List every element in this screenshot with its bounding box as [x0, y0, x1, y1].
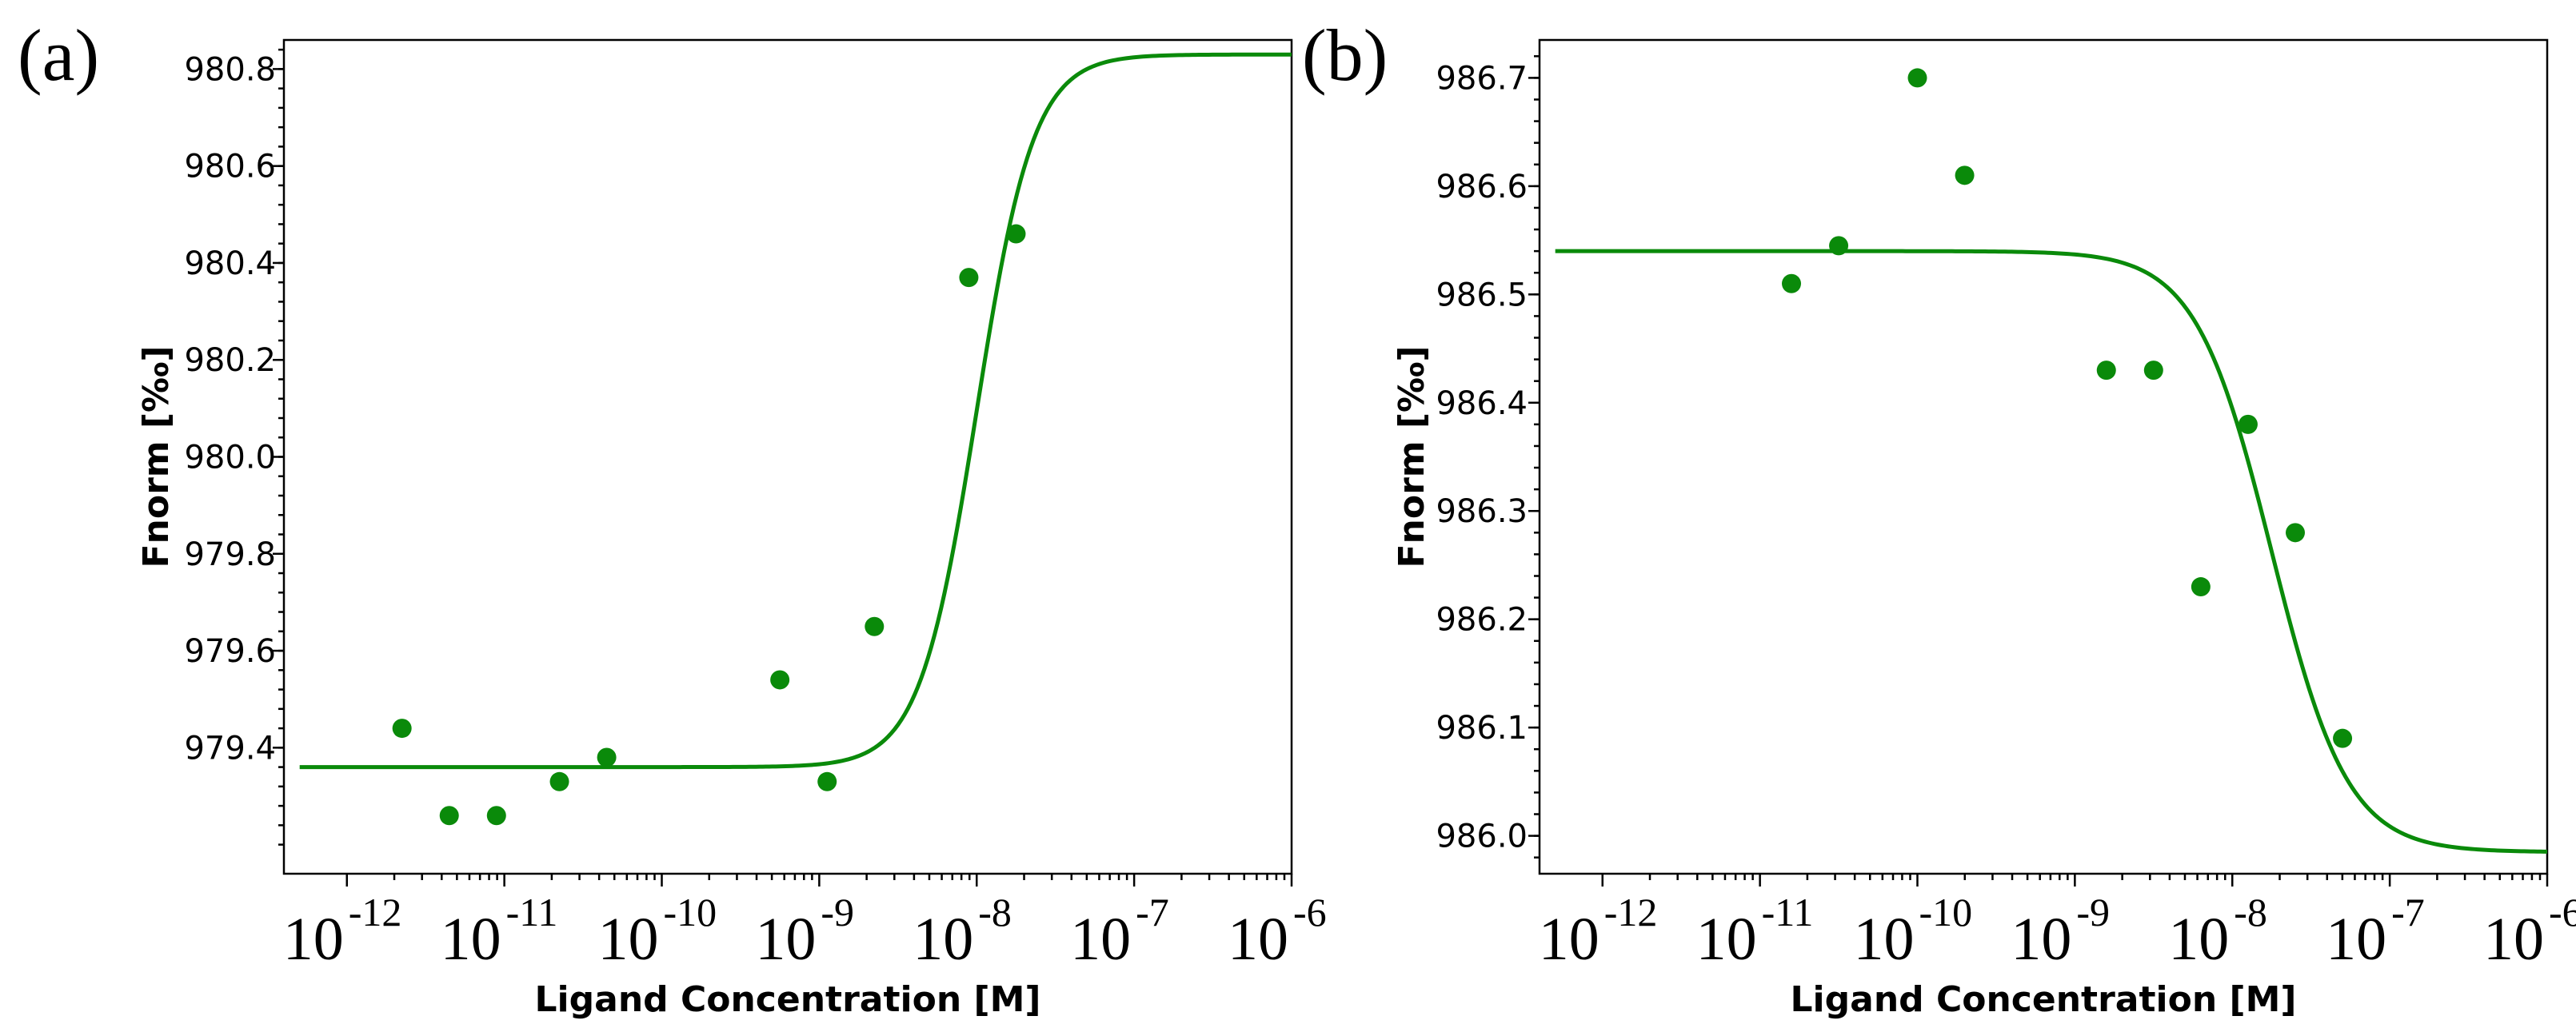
x-tick-exponent: -10	[1919, 890, 1973, 934]
y-tick-label: 986.4	[1436, 385, 1528, 422]
y-tick-label: 979.4	[184, 730, 276, 767]
x-tick-exponent: -6	[1293, 890, 1327, 934]
x-tick-label: 10	[598, 906, 659, 973]
data-point	[439, 806, 459, 826]
x-tick-label: 10	[1070, 906, 1131, 973]
y-tick-label: 979.6	[184, 633, 276, 670]
y-tick-label: 986.5	[1436, 277, 1528, 313]
data-point	[2286, 523, 2305, 543]
x-tick-exponent: -8	[2234, 890, 2267, 934]
y-tick-label: 980.6	[184, 149, 276, 185]
fit-curve	[1555, 249, 2548, 854]
x-tick-exponent: -7	[2391, 890, 2425, 934]
x-tick-exponent: -9	[2076, 890, 2110, 934]
panel-b: (b) 986.0 986.1 986.2 986.3 986.4 986.5 986.6 98…	[1302, 14, 2576, 1020]
data-point	[817, 771, 837, 791]
y-tick-label: 986.7	[1436, 60, 1528, 97]
x-tick-exponent: -11	[506, 890, 558, 934]
x-tick-label: 10	[441, 906, 501, 973]
y-tick-label: 986.6	[1436, 169, 1528, 205]
x-tick-base: 10	[598, 906, 659, 973]
x-tick-exponent: -7	[1136, 890, 1169, 934]
data-point	[1955, 165, 1975, 185]
data-point	[1006, 224, 1026, 244]
x-tick-label: 10	[913, 906, 973, 973]
x-tick-exponent: -9	[821, 890, 854, 934]
x-tick-base: 10	[283, 906, 344, 973]
x-tick-base: 10	[2326, 906, 2386, 973]
data-point	[770, 670, 790, 690]
panel-label: (a)	[18, 14, 99, 96]
data-point	[392, 719, 412, 739]
x-tick-exponent: -10	[664, 890, 717, 934]
x-tick-base: 10	[2483, 906, 2544, 973]
x-tick-base: 10	[755, 906, 816, 973]
x-tick-base: 10	[1854, 906, 1915, 973]
x-tick-label: 10	[2011, 906, 2071, 973]
y-tick-label: 979.8	[184, 536, 276, 573]
y-tick-label: 986.3	[1436, 493, 1528, 530]
data-point	[486, 806, 506, 826]
x-tick-exponent: -6	[2549, 890, 2576, 934]
y-tick-label: 980.8	[184, 51, 276, 88]
x-tick-base: 10	[913, 906, 973, 973]
y-tick-label: 986.2	[1436, 602, 1528, 639]
x-tick-base: 10	[1070, 906, 1131, 973]
plot-frame	[1538, 38, 2549, 875]
x-tick-exponent: -12	[1604, 890, 1658, 934]
x-tick-exponent: -12	[349, 890, 402, 934]
data-point	[1782, 273, 1801, 293]
x-tick-base: 10	[1696, 906, 1757, 973]
y-tick-label: 980.0	[184, 440, 276, 476]
x-tick-label: 10	[283, 906, 344, 973]
data-point	[2143, 361, 2163, 381]
x-axis-title: Ligand Concentration [M]	[535, 979, 1041, 1020]
data-point	[2333, 728, 2353, 748]
x-tick-label: 10	[2326, 906, 2386, 973]
x-tick-label: 10	[755, 906, 816, 973]
x-axis-title: Ligand Concentration [M]	[1791, 979, 2297, 1020]
x-tick-label: 10	[1539, 906, 1600, 973]
data-point	[549, 771, 569, 791]
data-point	[1829, 236, 1849, 256]
x-tick-base: 10	[2011, 906, 2071, 973]
x-tick-exponent: -11	[1762, 890, 1814, 934]
y-tick-label: 986.0	[1436, 819, 1528, 855]
y-axis-title: Fnorm [‰]	[136, 345, 177, 568]
x-tick-label: 10	[1854, 906, 1915, 973]
panel-a: (a) 979.4 979.6 979.8 980.0 980.2 980.4 980.6 98…	[18, 14, 1327, 1020]
x-tick-label: 10	[1228, 906, 1288, 973]
y-axis-title: Fnorm [‰]	[1392, 345, 1432, 568]
fit-curve	[299, 52, 1292, 770]
x-tick-label: 10	[2483, 906, 2544, 973]
x-tick-base: 10	[2168, 906, 2229, 973]
data-point	[865, 616, 885, 636]
x-tick-exponent: -8	[978, 890, 1012, 934]
y-tick-label: 980.4	[184, 245, 276, 282]
x-tick-base: 10	[1228, 906, 1288, 973]
data-point	[2238, 414, 2258, 434]
plot-frame	[282, 38, 1293, 875]
x-tick-base: 10	[441, 906, 501, 973]
data-point	[1907, 68, 1927, 88]
data-point	[959, 268, 979, 288]
x-tick-label: 10	[2168, 906, 2229, 973]
y-tick-label: 986.1	[1436, 710, 1528, 747]
y-tick-label: 980.2	[184, 342, 276, 379]
data-point	[2191, 577, 2211, 597]
data-point	[2096, 361, 2116, 381]
x-tick-label: 10	[1696, 906, 1757, 973]
x-tick-base: 10	[1539, 906, 1600, 973]
panel-label: (b)	[1302, 14, 1388, 96]
data-point	[597, 747, 617, 767]
